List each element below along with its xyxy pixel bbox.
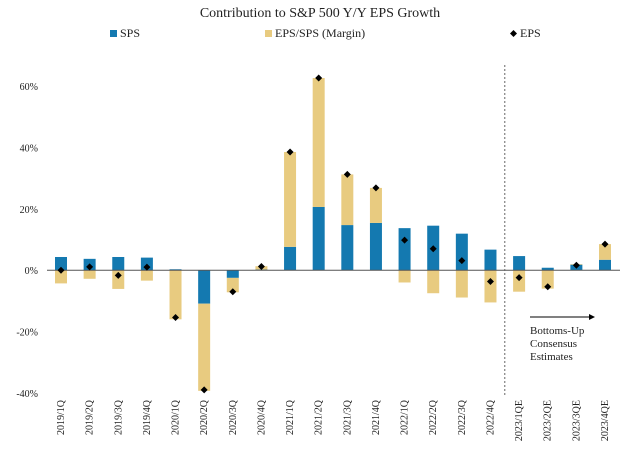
bar-sps (312, 206, 325, 271)
bar-sps (513, 256, 526, 271)
y-tick-label: 20% (20, 205, 38, 216)
bar-margin (284, 152, 297, 247)
eps-marker (86, 263, 94, 271)
legend-item-2: EPS (510, 26, 541, 40)
bar-margin (398, 270, 411, 283)
eps-marker (200, 386, 208, 394)
annotation-line: Consensus (530, 338, 577, 350)
eps-marker (229, 288, 237, 296)
eps-marker (544, 283, 552, 291)
bar-margin (55, 270, 67, 284)
eps-marker (257, 263, 265, 271)
bar-sps (284, 246, 297, 271)
x-tick-label: 2020/1Q (171, 399, 182, 435)
eps-marker (343, 170, 351, 178)
bar-sps (398, 228, 411, 271)
y-tick-label: 40% (20, 143, 38, 154)
bar-margin (169, 270, 182, 320)
eps-marker (601, 240, 609, 248)
bar-margin (312, 78, 325, 207)
bar-margin (369, 187, 382, 223)
x-tick-label: 2021/2Q (314, 399, 325, 435)
y-tick-label: 0% (25, 266, 38, 277)
legend: SPS EPS/SPS (Margin) EPS (110, 26, 541, 40)
x-tick-label: 2022/3Q (457, 399, 468, 435)
x-tick-label: 2021/3Q (342, 399, 353, 435)
eps-marker (57, 266, 65, 274)
x-tick-label: 2020/3Q (228, 399, 239, 435)
x-tick-label: 2019/1Q (56, 399, 67, 435)
bar-margin (140, 270, 153, 281)
eps-marker (515, 274, 523, 282)
bar-margin (599, 244, 611, 260)
eps-marker (286, 148, 294, 156)
bar-margin (198, 303, 211, 391)
bar-sps (112, 256, 125, 271)
eps-marker (315, 74, 323, 82)
y-axis: 60% 40% 20% 0% -20% -40% (16, 82, 38, 400)
legend-label: SPS (120, 26, 140, 40)
x-tick-label: 2021/4Q (371, 399, 382, 435)
diamond-icon (510, 30, 517, 37)
x-tick-label: 2019/4Q (142, 399, 153, 435)
bar-sps (226, 270, 239, 278)
x-tick-label: 2023/3QE (571, 400, 582, 441)
bar-margin (112, 270, 125, 289)
x-tick-label: 2020/4Q (256, 399, 267, 435)
eps-marker (458, 257, 466, 265)
x-tick-label: 2023/2QE (543, 400, 554, 441)
annotation-line: Estimates (530, 351, 573, 363)
bar-sps (484, 249, 497, 271)
eps-marker (143, 263, 151, 271)
bar-sps (541, 267, 554, 271)
bar-margin (427, 270, 440, 294)
legend-item-0: SPS (110, 26, 140, 40)
legend-swatch (110, 30, 117, 37)
eps-marker (572, 261, 580, 269)
bar-margin (541, 270, 554, 289)
y-tick-label: 60% (20, 82, 38, 93)
x-tick-label: 2023/4QE (600, 400, 611, 441)
eps-marker (114, 271, 122, 279)
bars (55, 78, 611, 391)
x-tick-label: 2023/1QE (514, 400, 525, 441)
y-tick-label: -40% (16, 389, 38, 400)
y-tick-label: -20% (16, 328, 38, 339)
x-tick-label: 2022/4Q (485, 399, 496, 435)
x-tick-label: 2019/2Q (85, 399, 96, 435)
x-tick-label: 2020/2Q (199, 399, 210, 435)
eps-marker (486, 278, 494, 286)
x-axis: 2019/1Q 2019/2Q 2019/3Q 2019/4Q 2020/1Q 2020/… (56, 399, 611, 441)
eps-marker (372, 184, 380, 192)
legend-label: EPS/SPS (Margin) (275, 26, 365, 40)
bar-sps (55, 256, 67, 271)
eps-marker (172, 313, 180, 321)
x-tick-label: 2022/2Q (428, 399, 439, 435)
bar-sps (198, 270, 211, 304)
bar-margin (226, 277, 239, 293)
bar-sps (455, 233, 468, 271)
x-tick-label: 2022/1Q (400, 399, 411, 435)
legend-label: EPS (520, 26, 541, 40)
bar-margin (484, 270, 497, 303)
bar-sps (599, 259, 611, 271)
x-tick-label: 2021/1Q (285, 399, 296, 435)
bar-sps (341, 225, 354, 271)
eps-markers (57, 74, 609, 394)
bar-margin (83, 270, 96, 279)
arrow-right-icon (589, 314, 595, 320)
eps-marker (429, 245, 437, 253)
eps-marker (401, 236, 409, 244)
bar-margin (455, 270, 468, 298)
bar-sps (369, 222, 382, 271)
annotation-line: Bottoms-Up (530, 325, 585, 337)
bar-margin (341, 174, 354, 226)
legend-swatch (265, 30, 272, 37)
x-tick-label: 2019/3Q (113, 399, 124, 435)
chart-title: Contribution to S&P 500 Y/Y EPS Growth (200, 6, 440, 21)
legend-item-1: EPS/SPS (Margin) (265, 26, 365, 40)
